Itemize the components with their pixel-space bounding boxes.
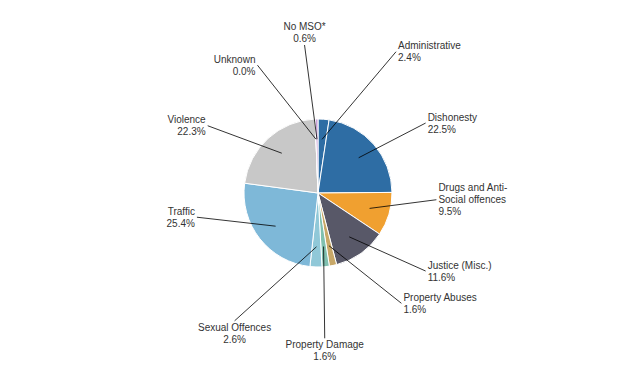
svg-text:Dishonesty22.5%: Dishonesty22.5% — [428, 112, 477, 135]
svg-text:Sexual Offences2.6%: Sexual Offences2.6% — [198, 322, 271, 345]
svg-text:Violence22.3%: Violence22.3% — [167, 114, 206, 137]
svg-text:Unknown0.0%: Unknown0.0% — [214, 54, 256, 77]
svg-text:Justice (Misc.)11.6%: Justice (Misc.)11.6% — [428, 260, 492, 283]
svg-text:Property Damage1.6%: Property Damage1.6% — [286, 339, 365, 362]
svg-text:Administrative2.4%: Administrative2.4% — [398, 40, 461, 63]
svg-text:Property Abuses1.6%: Property Abuses1.6% — [403, 292, 476, 315]
svg-text:No MSO*0.6%: No MSO*0.6% — [283, 21, 325, 44]
svg-text:Traffic25.4%: Traffic25.4% — [167, 206, 195, 229]
svg-text:Drugs and Anti-Social offences: Drugs and Anti-Social offences9.5% — [438, 182, 507, 217]
